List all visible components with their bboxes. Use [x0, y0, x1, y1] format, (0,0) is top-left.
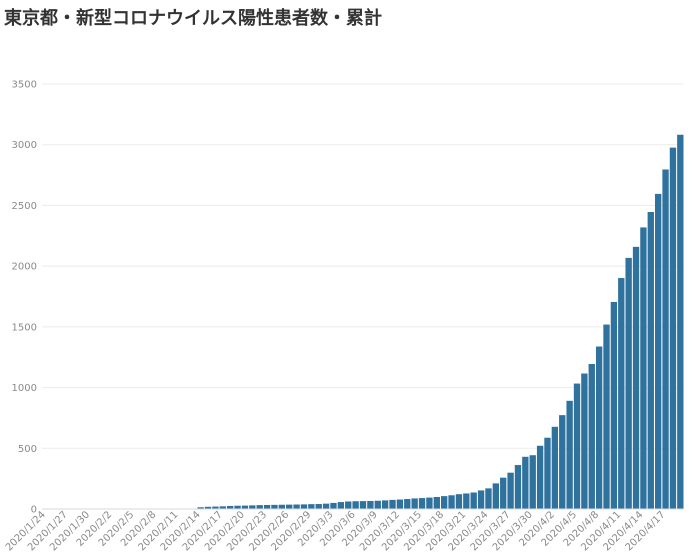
- bar: [559, 415, 566, 509]
- y-tick-label: 3500: [12, 80, 37, 91]
- bar: [477, 490, 485, 509]
- bar: [359, 501, 367, 509]
- bar: [448, 495, 455, 509]
- bar: [396, 499, 404, 509]
- bar: [308, 504, 315, 509]
- bar: [345, 501, 352, 509]
- bar: [433, 496, 440, 509]
- bar: [618, 278, 625, 509]
- bar: [640, 227, 647, 509]
- bar: [514, 465, 522, 509]
- bar: [219, 506, 226, 509]
- bar: [197, 507, 204, 509]
- bar: [271, 504, 278, 509]
- bar: [485, 488, 492, 509]
- bar: [300, 504, 308, 509]
- bar: [573, 383, 581, 509]
- bar: [204, 506, 212, 509]
- grid-lines: [42, 83, 684, 449]
- bar: [286, 504, 293, 509]
- bar: [374, 500, 381, 509]
- bar: [337, 502, 345, 509]
- bar: [522, 456, 529, 509]
- bar: [625, 257, 632, 509]
- bar: [647, 211, 654, 510]
- bar: [463, 493, 470, 509]
- bar: [263, 504, 271, 509]
- bar: [411, 498, 418, 509]
- bar: [293, 504, 300, 509]
- bar: [315, 504, 322, 509]
- bar: [662, 169, 669, 510]
- bar: [367, 500, 374, 509]
- y-tick-label: 0: [31, 505, 37, 516]
- bar: [455, 494, 463, 509]
- bar: [500, 477, 507, 509]
- bar: [492, 483, 499, 509]
- bar: [418, 498, 426, 509]
- y-tick-label: 2000: [12, 262, 37, 273]
- bar: [536, 445, 544, 509]
- bar: [632, 246, 640, 509]
- bar: [278, 504, 285, 509]
- bar: [507, 472, 514, 509]
- x-axis-ticks: 2020/1/242020/1/272020/1/302020/2/22020/…: [4, 509, 668, 553]
- bar: [669, 147, 677, 509]
- bar: [330, 502, 337, 509]
- bar: [588, 364, 595, 509]
- y-tick-label: 500: [18, 444, 37, 455]
- chart-title: 東京都・新型コロナウイルス陽性患者数・累計: [4, 8, 382, 29]
- bar: [544, 437, 551, 509]
- bar: [655, 193, 662, 509]
- bar: [470, 492, 477, 509]
- bar: [389, 499, 396, 509]
- bar: [212, 506, 219, 509]
- bar: [234, 505, 241, 509]
- y-tick-label: 1000: [12, 383, 37, 394]
- bar: [610, 301, 618, 509]
- y-tick-label: 2500: [12, 201, 37, 212]
- bar: [566, 400, 573, 509]
- bar: [352, 501, 359, 509]
- bar: [241, 505, 249, 509]
- y-tick-label: 1500: [12, 322, 37, 333]
- bar: [227, 505, 234, 509]
- bar: [603, 324, 610, 509]
- bar: [426, 497, 433, 509]
- y-axis-ticks: 0 500 1000 1500 2000 2500 3000 3500: [12, 80, 37, 516]
- bar: [322, 503, 330, 509]
- bar: [581, 373, 588, 509]
- bar: [551, 426, 559, 509]
- bar: [529, 455, 536, 509]
- bar: [441, 496, 448, 509]
- bar: [256, 505, 263, 509]
- bar: [595, 346, 603, 509]
- bar: [677, 134, 684, 509]
- bar: [404, 499, 411, 509]
- bar: [249, 505, 256, 509]
- bars: [42, 134, 684, 510]
- y-tick-label: 3000: [12, 140, 37, 151]
- bar: [381, 500, 389, 509]
